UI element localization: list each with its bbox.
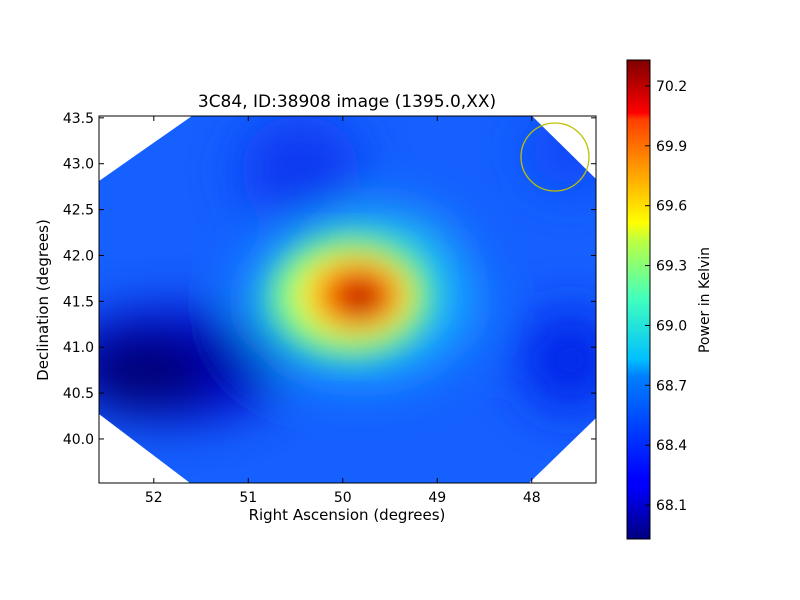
colorbar-tick-label: 68.1 — [656, 498, 687, 514]
x-tick-label: 51 — [239, 490, 257, 506]
colorbar-tick-label: 68.7 — [656, 378, 687, 394]
colorbar-label: Power in Kelvin — [697, 247, 713, 353]
colorbar-tick-label: 69.3 — [656, 259, 687, 275]
colorbar-tick-label: 69.9 — [656, 139, 687, 155]
chart-title: 3C84, ID:38908 image (1395.0,XX) — [198, 92, 496, 112]
colorbar-tick-label: 69.0 — [656, 318, 687, 334]
x-tick-label: 52 — [145, 490, 163, 506]
colorbar — [626, 59, 651, 540]
y-tick-label: 40.5 — [63, 386, 94, 402]
y-tick-label: 42.0 — [63, 248, 94, 264]
y-tick-label: 41.5 — [63, 294, 94, 310]
x-tick-label: 50 — [334, 490, 352, 506]
colorbar-tick-label: 70.2 — [656, 79, 687, 95]
y-axis-ticks: 40.0 40.5 41.0 41.5 42.0 42.5 43.0 43.5 — [63, 111, 596, 448]
x-axis-label: Right Ascension (degrees) — [249, 506, 446, 524]
beam-circle — [520, 122, 590, 192]
heatmap-image — [99, 116, 596, 483]
colorbar-tick-label: 69.6 — [656, 199, 687, 215]
colorbar-tick-label: 68.4 — [656, 438, 687, 454]
x-tick-label: 48 — [523, 490, 541, 506]
x-tick-label: 49 — [428, 490, 446, 506]
y-tick-label: 43.5 — [63, 111, 94, 127]
y-tick-label: 43.0 — [63, 157, 94, 173]
y-tick-label: 42.5 — [63, 203, 94, 219]
x-axis-ticks: 52 51 50 49 48 — [145, 116, 541, 506]
y-tick-label: 41.0 — [63, 340, 94, 356]
y-axis-label: Declination (degrees) — [34, 219, 52, 381]
plot-frame — [98, 115, 597, 484]
colorbar-ticks: 68.1 68.4 68.7 69.0 69.3 69.6 69.9 70.2 — [645, 79, 687, 514]
y-tick-label: 40.0 — [63, 432, 94, 448]
